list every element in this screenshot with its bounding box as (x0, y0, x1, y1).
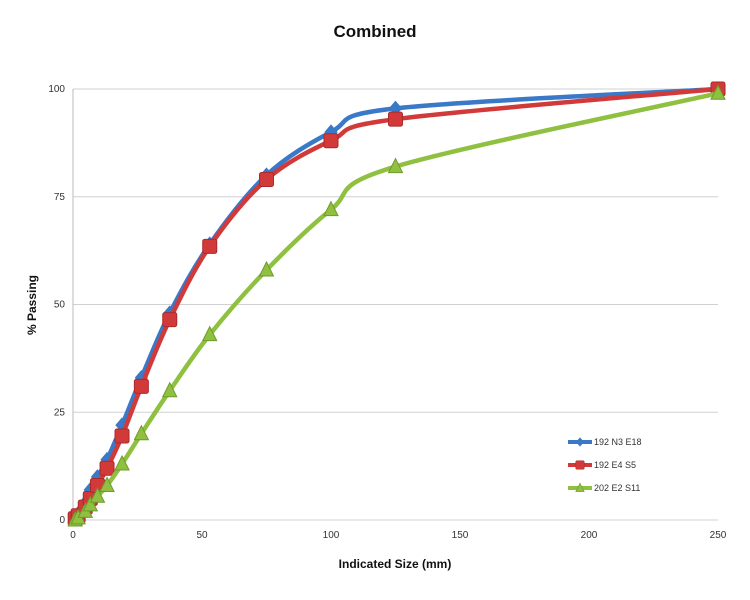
data-point (99, 460, 115, 476)
data-point (133, 378, 149, 394)
y-tick-label: 25 (54, 407, 66, 418)
data-point (161, 381, 178, 398)
legend-marker (575, 482, 585, 492)
data-point (114, 428, 130, 444)
legend-marker (576, 437, 584, 447)
gridlines (72, 88, 718, 521)
data-point (258, 260, 275, 277)
data-point (114, 454, 130, 471)
legend-label: 192 N3 E18 (594, 437, 642, 447)
x-tick-label: 200 (581, 530, 598, 541)
chart-title: Combined (333, 22, 416, 41)
data-point (162, 312, 178, 328)
x-tick-label: 50 (196, 530, 208, 541)
y-tick-label: 75 (54, 192, 66, 203)
data-point (323, 200, 339, 217)
series-line (73, 86, 719, 520)
data-point (133, 424, 150, 441)
x-tick-label: 250 (710, 530, 727, 541)
y-axis-label: % Passing (25, 275, 39, 335)
y-tick-label: 50 (54, 300, 66, 311)
series-line (73, 86, 719, 521)
legend-label: 192 E4 S5 (594, 460, 636, 470)
y-ticks: 0 25 50 75 100 (48, 84, 65, 526)
data-point (710, 84, 726, 100)
x-tick-label: 0 (70, 530, 76, 541)
series-202-e2-s11 (67, 84, 726, 527)
data-point (82, 495, 99, 512)
x-tick-label: 150 (452, 530, 469, 541)
x-tick-label: 100 (323, 530, 340, 541)
x-axis-label: Indicated Size (mm) (339, 557, 452, 571)
x-ticks: 0 50 100 150 200 250 (70, 530, 727, 541)
legend-label: 202 E2 S11 (594, 483, 640, 493)
data-point (202, 238, 218, 254)
y-tick-label: 100 (48, 84, 65, 95)
data-point (323, 133, 339, 149)
series-group (67, 81, 726, 527)
data-point (89, 487, 106, 503)
y-tick-label: 0 (59, 515, 65, 526)
data-point (99, 476, 115, 493)
data-point (388, 111, 403, 127)
data-point (259, 172, 274, 188)
legend: 192 N3 E18 192 E4 S5 202 E2 S11 (568, 437, 642, 493)
legend-marker (575, 460, 585, 470)
series-192-n3-e18 (68, 81, 725, 526)
data-point (387, 157, 404, 174)
data-point (201, 325, 218, 342)
